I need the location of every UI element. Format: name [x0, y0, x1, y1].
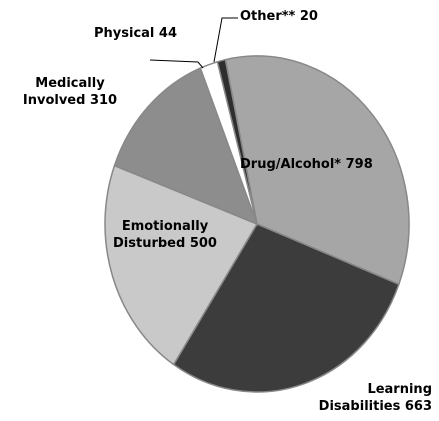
category: Physical [94, 26, 155, 41]
leader-line [149, 59, 204, 69]
slice [216, 58, 258, 225]
slice-label: Medically Involved 310 [14, 75, 126, 109]
category: Learning Disabilities [318, 382, 432, 414]
leader-line [213, 17, 238, 63]
slice [104, 164, 259, 366]
value: 44 [158, 26, 178, 41]
value: 663 [404, 399, 432, 414]
slices [104, 55, 410, 393]
category: Drug/Alcohol* [240, 157, 342, 172]
slice [224, 55, 410, 286]
slice [113, 67, 259, 226]
value: 798 [345, 157, 373, 172]
slice [172, 223, 400, 393]
category: Medically Involved [22, 76, 105, 108]
slice-label: Drug/Alcohol* 798 [240, 156, 420, 173]
slice-label: Physical 44 [94, 25, 204, 42]
slice-label: Learning Disabilities 663 [300, 381, 432, 415]
category: Emotionally Disturbed [113, 219, 209, 251]
value: 310 [89, 93, 118, 108]
slice-label: Emotionally Disturbed 500 [90, 218, 240, 252]
value: 20 [299, 9, 318, 24]
category: Other** [240, 9, 296, 24]
slice-label: Other** 20 [240, 8, 360, 25]
value: 500 [189, 236, 217, 251]
